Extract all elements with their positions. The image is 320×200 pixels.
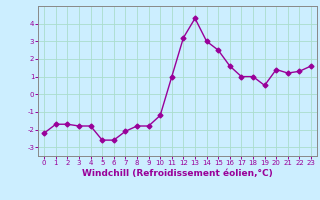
X-axis label: Windchill (Refroidissement éolien,°C): Windchill (Refroidissement éolien,°C) [82, 169, 273, 178]
